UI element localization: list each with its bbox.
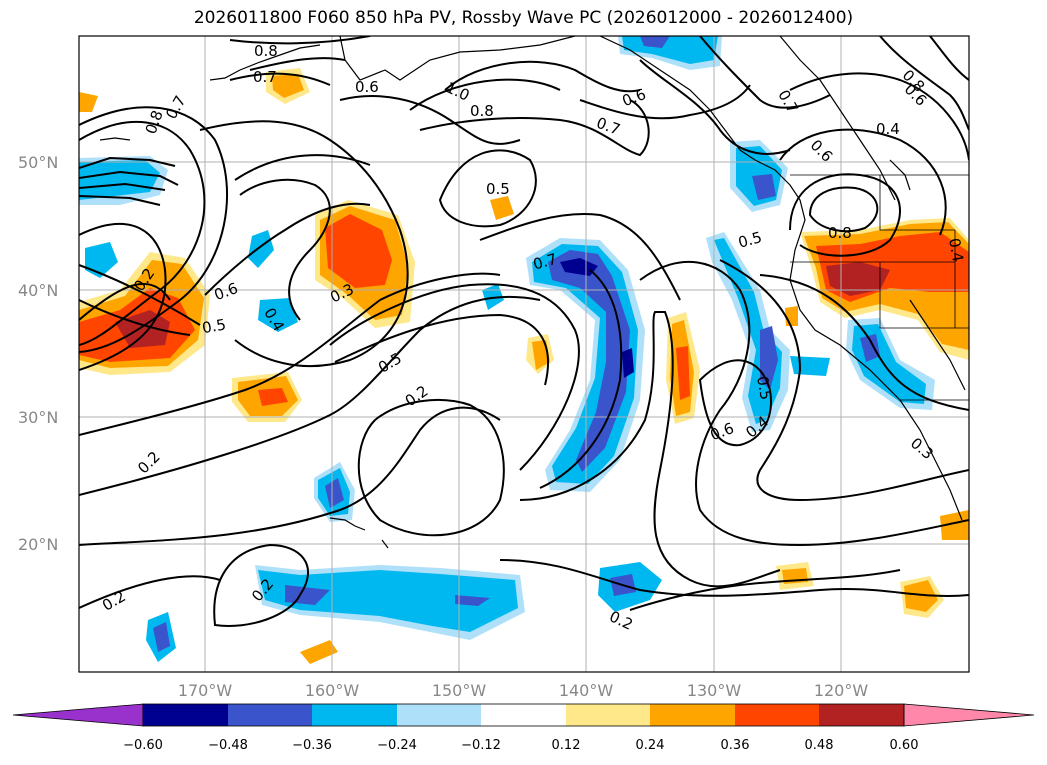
lat-label: 20°N: [18, 535, 58, 554]
positive-anomaly: [272, 74, 304, 98]
positive-anomaly: [490, 196, 514, 220]
colorbar-extend-high: [903, 703, 1035, 727]
coastlines: [99, 36, 966, 549]
positive-anomaly: [325, 214, 392, 288]
colorbar-segment: [735, 704, 819, 726]
negative-anomaly: [790, 356, 830, 376]
lon-label: 160°W: [305, 681, 360, 700]
colorbar-segment: [397, 704, 481, 726]
negative-anomaly: [153, 622, 170, 652]
positive-anomaly: [826, 262, 890, 296]
contour-label: 0.5: [736, 228, 764, 252]
colorbar-tick-label: −0.60: [123, 738, 163, 753]
colorbar-tick-label: 0.60: [890, 738, 919, 753]
lat-label: 30°N: [18, 408, 58, 427]
lat-label: 50°N: [18, 153, 58, 172]
colorbar-segment: [143, 704, 228, 726]
colorbar: −0.60 −0.48 −0.36 −0.24 −0.12 0.12 0.24 …: [12, 703, 1035, 753]
negative-anomaly: [760, 326, 778, 390]
map-title: 2026011800 F060 850 hPa PV, Rossby Wave …: [193, 8, 854, 28]
colorbar-segment: [481, 704, 566, 726]
contour-label: 0.3: [907, 434, 937, 463]
negative-anomaly: [640, 36, 670, 48]
contour-label: 0.7: [774, 87, 802, 117]
lon-label: 120°W: [814, 681, 869, 700]
negative-anomaly: [79, 160, 160, 200]
contour-label: 0.8: [470, 102, 494, 120]
contour-label: 0.8: [828, 224, 852, 242]
contour-label: 0.5: [201, 315, 228, 337]
positive-anomaly: [904, 580, 938, 612]
contour-label: 0.7: [162, 93, 190, 123]
negative-anomaly: [455, 595, 490, 606]
negative-anomaly: [258, 570, 518, 632]
colorbar-outline: [142, 703, 905, 727]
lon-label: 130°W: [687, 681, 742, 700]
negative-anomaly: [860, 334, 880, 362]
negative-anomaly: [622, 348, 634, 378]
contours: [79, 36, 969, 627]
lat-label: 40°N: [18, 281, 58, 300]
colorbar-tick-label: −0.48: [208, 738, 248, 753]
latitude-labels: 50°N 40°N 30°N 20°N: [18, 153, 58, 554]
positive-anomaly: [940, 510, 969, 540]
contour-label: 0.5: [753, 375, 775, 402]
contour-label: 0.7: [531, 250, 559, 274]
negative-anomaly: [752, 174, 776, 200]
lon-label: 170°W: [178, 681, 233, 700]
negative-anomaly: [325, 478, 344, 508]
contour-label: 1.0: [443, 78, 472, 104]
positive-anomaly: [300, 640, 338, 664]
contour-label: 0.4: [945, 237, 967, 264]
colorbar-segment: [819, 704, 904, 726]
positive-anomaly: [258, 388, 288, 406]
colorbar-tick-label: 0.36: [721, 738, 750, 753]
colorbar-segment: [566, 704, 650, 726]
contour-label: 0.2: [134, 448, 164, 478]
colorbar-tick-label: −0.24: [377, 738, 417, 753]
colorbar-tick-label: −0.12: [461, 738, 501, 753]
negative-anomaly: [706, 232, 790, 432]
borders: [790, 174, 969, 401]
contour-label: 0.7: [594, 114, 623, 139]
colorbar-tick-label: 0.24: [636, 738, 665, 753]
contour-label: 0.6: [212, 279, 241, 304]
contour-label: 0.8: [254, 42, 278, 60]
negative-anomaly: [248, 230, 274, 268]
contour-label: 0.5: [486, 180, 510, 198]
longitude-labels: 170°W 160°W 150°W 140°W 130°W 120°W: [178, 681, 869, 700]
contour-label: 0.6: [807, 136, 837, 166]
negative-anomaly: [258, 298, 298, 332]
contour-label: 0.2: [402, 382, 432, 410]
map-frame: [78, 35, 970, 673]
lon-label: 140°W: [559, 681, 614, 700]
positive-anomaly: [676, 346, 690, 400]
lon-label: 150°W: [432, 681, 487, 700]
contour-label: 0.7: [253, 68, 277, 86]
contour-label: 0.2: [607, 607, 636, 633]
contour-label: 0.4: [876, 120, 900, 138]
contour-label: 0.6: [620, 85, 649, 110]
colorbar-tick-label: −0.36: [292, 738, 332, 753]
colorbar-segment: [312, 704, 397, 726]
colorbar-tick-label: 0.48: [805, 738, 834, 753]
positive-anomaly: [785, 306, 798, 326]
colorbar-extend-low: [12, 703, 144, 727]
colorbar-segment: [228, 704, 312, 726]
positive-anomaly: [79, 92, 98, 112]
contour-label: 0.2: [99, 587, 129, 615]
colorbar-segment: [650, 704, 735, 726]
negative-anomaly: [560, 258, 598, 276]
negative-anomaly: [85, 242, 118, 278]
colorbar-tick-label: 0.12: [552, 738, 581, 753]
contour-label: 0.6: [355, 78, 379, 96]
gridlines: [79, 36, 969, 672]
